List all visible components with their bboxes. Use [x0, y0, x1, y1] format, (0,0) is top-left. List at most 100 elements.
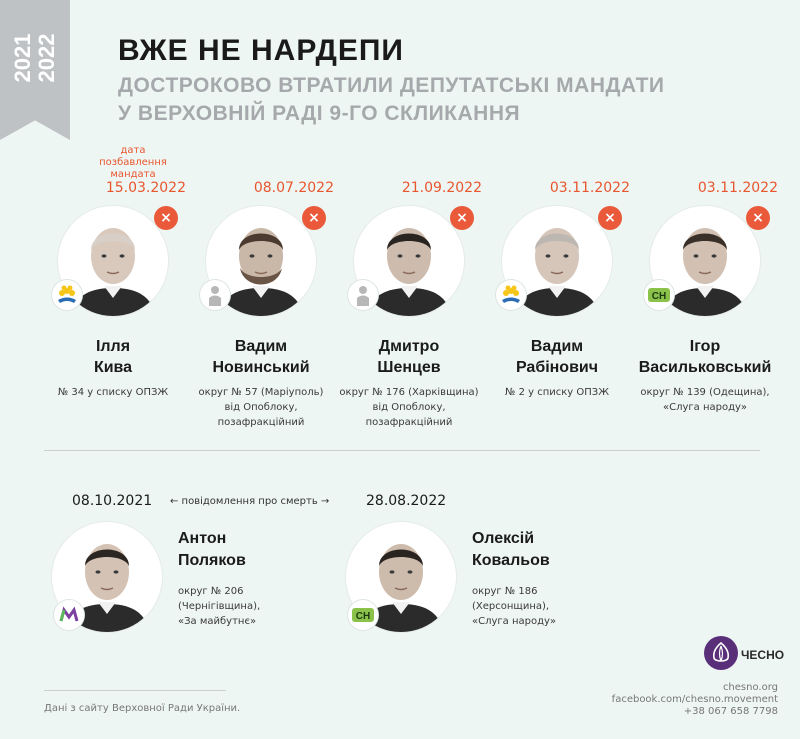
opzzh-flower-icon: [52, 280, 82, 310]
mp-first-name: Вадим: [234, 338, 288, 355]
mp-name: Ілля Кива: [38, 336, 188, 378]
mp-first-name: Ілля: [95, 338, 131, 355]
contacts: chesno.org facebook.com/chesno.movement …: [612, 682, 778, 718]
close-icon: ×: [746, 206, 770, 230]
za-maibutnie-icon: [54, 600, 84, 630]
ribbon-year-2022: 2022: [34, 33, 59, 83]
sluha-narodu-icon: СН: [644, 280, 674, 310]
mp-description-line: «За майбутнє»: [178, 616, 257, 627]
mp-description-line: № 34 у списку ОПЗЖ: [57, 387, 169, 398]
mp-description-line: округ № 176 (Харківщина): [339, 387, 479, 398]
chesno-onion-icon: [712, 641, 730, 662]
close-icon: ×: [302, 206, 326, 230]
subtitle-line-2: У ВЕРХОВНІЙ РАДІ 9-ГО СКЛИКАННЯ: [118, 102, 521, 125]
mp-description-line: округ № 206: [178, 586, 244, 597]
mp-last-name: Новинський: [212, 359, 310, 376]
page-title: ВЖЕ НЕ НАРДЕПИ: [118, 34, 404, 67]
mp-photo-wrap: ×: [52, 206, 178, 316]
mp-card: 08.07.2022 × Вадим Новинський округ № 57 (Ма…: [186, 180, 336, 430]
mp-first-name: Антон: [178, 530, 227, 547]
mp-last-name: Поляков: [178, 552, 246, 569]
facebook-link[interactable]: facebook.com/chesno.movement: [611, 694, 778, 705]
death-date-1: 08.10.2021: [72, 493, 153, 509]
mp-last-name: Кива: [93, 359, 133, 376]
mp-last-name: Ковальов: [472, 552, 550, 569]
mp-photo-wrap: СН: [346, 522, 456, 632]
mp-description-line: позафракційний: [217, 417, 305, 428]
close-icon: ×: [450, 206, 474, 230]
mp-description: округ № 206 (Чернігівщина), «За майбутнє»: [178, 584, 260, 629]
mp-first-name: Вадим: [530, 338, 584, 355]
mp-description-line: № 2 у списку ОПЗЖ: [505, 387, 609, 398]
mp-description-line: від Опоблоку,: [224, 402, 298, 413]
ribbon-years: 2021 2022: [10, 13, 59, 103]
subtitle-line-1: ДОСТРОКОВО ВТРАТИЛИ ДЕПУТАТСЬКІ МАНДАТИ: [118, 74, 665, 97]
mp-name: Антон Поляков: [178, 528, 260, 572]
section-divider: [44, 450, 760, 451]
mp-description: № 34 у списку ОПЗЖ: [38, 385, 188, 400]
mp-first-name: Олексій: [472, 530, 535, 547]
svg-text:СН: СН: [652, 291, 666, 302]
source-note: Дані з сайту Верховної Ради України.: [44, 703, 241, 714]
sluha-narodu-icon: СН: [348, 600, 378, 630]
mandate-loss-date: 15.03.2022: [105, 180, 186, 196]
close-icon: ×: [154, 206, 178, 230]
mp-description-line: від Опоблоку,: [372, 402, 446, 413]
mandate-loss-date: 03.11.2022: [549, 180, 630, 196]
mp-description-line: «Слуга народу»: [662, 402, 748, 413]
mandate-loss-date: 03.11.2022: [697, 180, 778, 196]
death-note: ← повідомлення про смерть →: [170, 496, 330, 507]
chesno-logo: [704, 636, 738, 670]
mp-card: 03.11.2022 × Вадим Рабінович № 2 у списку ОП…: [482, 180, 632, 400]
mp-text: Олексій Ковальов округ № 186 (Херсонщина), «…: [472, 528, 556, 629]
mp-description: № 2 у списку ОПЗЖ: [482, 385, 632, 400]
mp-photo-wrap: ×: [496, 206, 622, 316]
mp-description-line: (Чернігівщина),: [178, 601, 261, 612]
independent-person-icon: [348, 280, 378, 310]
date-note: дата позбавлення мандата: [99, 145, 167, 180]
mp-last-name: Васильковський: [638, 359, 772, 376]
mp-photo-wrap: ×: [200, 206, 326, 316]
mp-photo: [650, 206, 760, 316]
mp-description: округ № 57 (Маріуполь) від Опоблоку, позаф…: [186, 385, 336, 430]
mp-name: Дмитро Шенцев: [334, 336, 484, 378]
death-date-2: 28.08.2022: [366, 493, 447, 509]
deceased-mp-card: Антон Поляков округ № 206 (Чернігівщина), «З…: [52, 522, 352, 632]
mp-photo: [52, 522, 162, 632]
svg-text:СН: СН: [356, 611, 370, 622]
independent-person-icon: [200, 280, 230, 310]
mp-photo-wrap: ×: [348, 206, 474, 316]
mp-description-line: позафракційний: [365, 417, 453, 428]
source-divider: [44, 690, 226, 691]
chesno-logo-text: ЧЕСНО: [741, 648, 785, 662]
mp-name: Вадим Рабінович: [482, 336, 632, 378]
mp-last-name: Рабінович: [515, 359, 599, 376]
mp-description-line: округ № 57 (Маріуполь): [198, 387, 324, 398]
page-subtitle: ДОСТРОКОВО ВТРАТИЛИ ДЕПУТАТСЬКІ МАНДАТИ …: [118, 72, 665, 128]
mp-description: округ № 176 (Харківщина) від Опоблоку, поз…: [334, 385, 484, 430]
site-link[interactable]: chesno.org: [722, 682, 778, 693]
mp-description-line: «Слуга народу»: [472, 616, 557, 627]
mp-text: Антон Поляков округ № 206 (Чернігівщина), «З…: [178, 528, 260, 629]
year-ribbon: [0, 0, 70, 140]
close-icon: ×: [598, 206, 622, 230]
mp-first-name: Ігор: [689, 338, 721, 355]
mp-description-line: округ № 139 (Одещина),: [640, 387, 770, 398]
mp-photo-wrap: [52, 522, 162, 632]
mp-first-name: Дмитро: [378, 338, 440, 355]
mp-description: округ № 139 (Одещина), «Слуга народу»: [630, 385, 780, 415]
phone-number: +38 067 658 7798: [683, 706, 778, 717]
mp-last-name: Шенцев: [377, 359, 441, 376]
ribbon-year-2021: 2021: [10, 33, 35, 83]
deceased-mp-card: СН Олексій Ковальов округ № 186 (Херсонщина)…: [346, 522, 646, 632]
opzzh-flower-icon: [496, 280, 526, 310]
mp-description: округ № 186 (Херсонщина), «Слуга народу»: [472, 584, 556, 629]
mp-name: Ігор Васильковський: [630, 336, 780, 378]
mp-card: 03.11.2022 × СН Ігор Васильковський округ № 1…: [630, 180, 780, 415]
mp-card: 21.09.2022 × Дмитро Шенцев округ № 176 (Харк…: [334, 180, 484, 430]
mandate-loss-date: 08.07.2022: [253, 180, 334, 196]
mp-photo-wrap: × СН: [644, 206, 770, 316]
mp-card: 15.03.2022 × Ілля Кива № 34 у списку ОПЗЖ: [38, 180, 188, 400]
mp-name: Олексій Ковальов: [472, 528, 556, 572]
mp-name: Вадим Новинський: [186, 336, 336, 378]
